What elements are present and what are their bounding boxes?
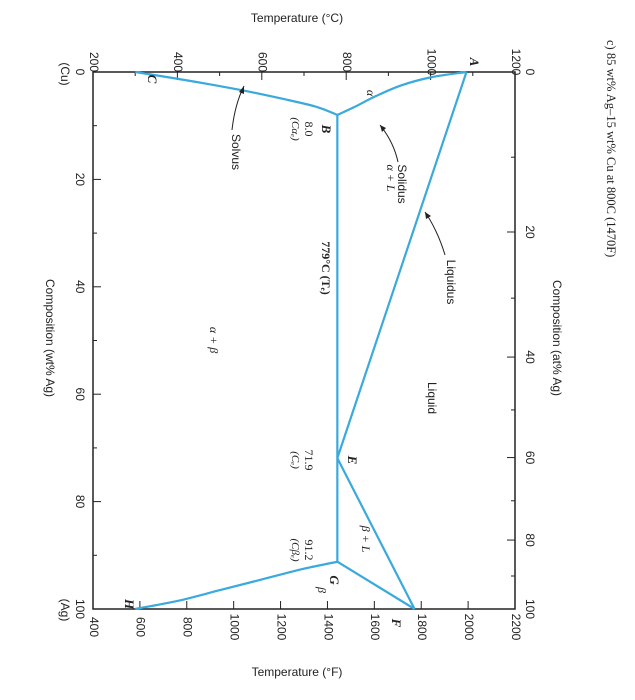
- wt-ag-tick-label: 60: [73, 388, 87, 402]
- b-value-label: 8.0: [302, 122, 316, 137]
- at-ag-axis-title: Composition (at% Ag): [550, 280, 564, 396]
- at-ag-tick-label: 60: [523, 451, 537, 465]
- eutectic-temp-label: 779°C (Tₑ): [319, 241, 333, 295]
- point-C-label: C: [145, 75, 160, 84]
- liquidus-arrowhead: [425, 212, 431, 219]
- figure-heading: c) 85 wt% Ag–15 wt% Cu at 800C (1470F): [604, 40, 618, 257]
- liquidus-arrow: [424, 211, 446, 256]
- temp-f-tick-label: 1200: [274, 614, 288, 641]
- alpha-liquid-label: α + L: [384, 164, 398, 191]
- temp-f-tick-label: 2200: [509, 614, 523, 641]
- liquidus-ag-curve: [336, 457, 416, 610]
- solvus-label: Solvus: [229, 134, 243, 170]
- alpha-label: α: [364, 90, 378, 97]
- temp-f-tick-label: 600: [134, 617, 148, 637]
- phase-boundaries: [134, 70, 468, 611]
- solvus-arrowhead: [239, 86, 244, 94]
- at-ag-tick-label: 80: [523, 533, 537, 547]
- temp-f-tick-label: 1600: [368, 614, 382, 641]
- temp-f-tick-label: 1400: [321, 614, 335, 641]
- wt-ag-tick-label: 0: [73, 69, 87, 76]
- ag-end-label: (Ag): [58, 599, 72, 622]
- g-sub-label: (Cβₑ): [289, 538, 301, 561]
- wt-ag-axis-title: Composition (wt% Ag): [43, 279, 57, 397]
- point-B-label: B: [319, 124, 334, 134]
- cu-end-label: (Cu): [58, 62, 72, 85]
- b-sub-label: (Cαₑ): [289, 117, 301, 141]
- solidus-beta-curve: [336, 560, 416, 610]
- temp-f-tick-label: 2000: [462, 614, 476, 641]
- solvus-alpha-curve: [135, 70, 338, 116]
- e-sub-label: (Cₑ): [289, 451, 301, 469]
- temp-c-axis-title: Temperature (°C): [251, 11, 343, 25]
- e-value-label: 71.9: [302, 450, 316, 471]
- at-ag-tick-label: 40: [523, 350, 537, 364]
- temp-f-tick-label: 1800: [415, 614, 429, 641]
- point-A-label: A: [467, 57, 482, 67]
- temp-f-tick-label: 400: [87, 617, 101, 637]
- liquid-label: Liquid: [425, 382, 439, 414]
- point-E-label: E: [345, 455, 360, 465]
- liquidus-cu-curve: [336, 71, 468, 459]
- wt-ag-tick-label: 40: [73, 280, 87, 294]
- temp-f-tick-label: 1000: [227, 614, 241, 641]
- temp-c-tick-label: 1200: [509, 49, 523, 76]
- temp-f-axis-title: Temperature (°F): [252, 665, 343, 679]
- point-G-label: G: [327, 575, 342, 585]
- at-ag-tick-label: 0: [523, 69, 537, 76]
- wt-ag-tick-label: 100: [73, 599, 87, 619]
- beta-label: β: [315, 586, 329, 593]
- liquidus-label: Liquidus: [444, 260, 458, 305]
- alpha-beta-label: α + β: [207, 327, 221, 353]
- temp-c-tick-label: 1000: [424, 49, 438, 76]
- at-ag-tick-label: 100: [523, 599, 537, 619]
- temp-f-tick-label: 800: [181, 617, 195, 637]
- plot-frame: [92, 71, 516, 610]
- temp-c-tick-label: 600: [256, 52, 270, 72]
- g-value-label: 91.2: [302, 540, 316, 561]
- temp-c-tick-label: 400: [171, 52, 185, 72]
- solvus-beta-curve: [134, 560, 338, 611]
- temp-c-tick-label: 800: [340, 52, 354, 72]
- solidus-label: Solidus: [395, 164, 409, 203]
- point-F-label: F: [389, 618, 404, 628]
- solidus-alpha-curve: [336, 70, 467, 116]
- at-ag-tick-label: 20: [523, 225, 537, 239]
- wt-ag-tick-label: 80: [73, 495, 87, 509]
- solidus-arrowhead: [380, 125, 386, 132]
- point-H-label: H: [122, 598, 137, 610]
- temp-c-tick-label: 200: [87, 52, 101, 72]
- beta-liquid-label: β + L: [359, 525, 373, 553]
- wt-ag-tick-label: 20: [73, 173, 87, 187]
